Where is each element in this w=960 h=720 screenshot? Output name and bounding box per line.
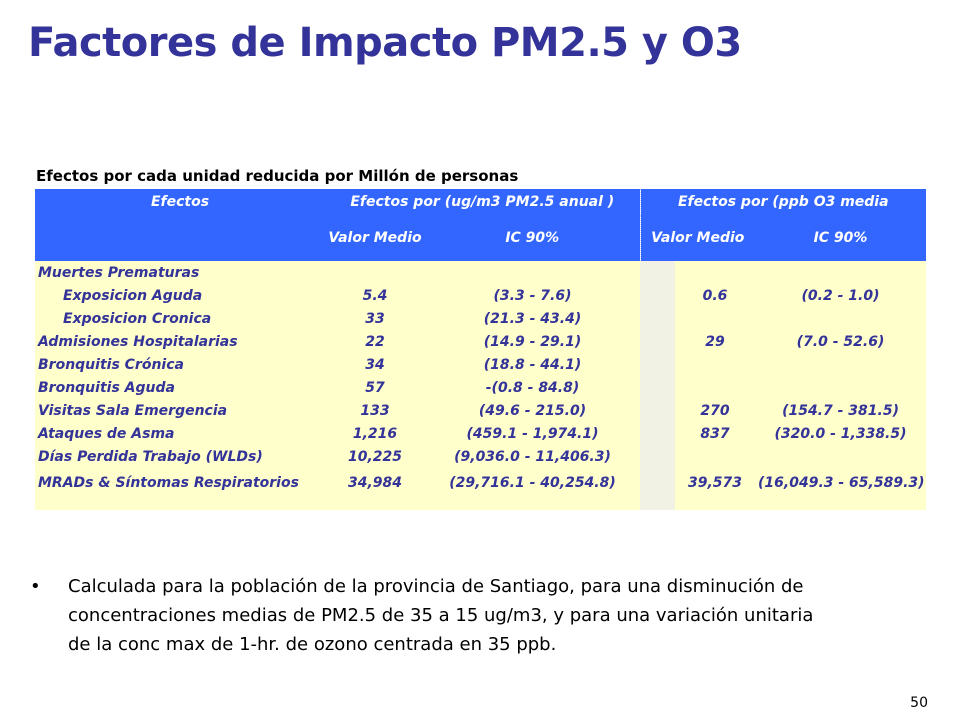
cell-pm-value: 10,225	[325, 445, 425, 468]
cell-padding	[675, 498, 756, 510]
header-ic90-o3: IC 90%	[755, 215, 927, 261]
cell-pm-value	[325, 261, 425, 284]
cell-o3-value	[675, 307, 756, 330]
cell-padding	[755, 498, 927, 510]
cell-gap	[640, 376, 676, 399]
cell-pm-ic	[425, 261, 641, 284]
cell-o3-value: 837	[675, 422, 756, 445]
cell-o3-value: 270	[675, 399, 756, 422]
table-row: Muertes Prematuras	[35, 261, 927, 284]
header-ic90: IC 90%	[425, 215, 641, 261]
table-row: Ataques de Asma 1,216 (459.1 - 1,974.1) 837…	[35, 422, 927, 445]
cell-gap	[640, 353, 676, 376]
table-row: Visitas Sala Emergencia 133 (49.6 - 215.0)…	[35, 399, 927, 422]
cell-padding	[325, 498, 425, 510]
header-valor-medio-o3: Valor Medio	[639, 215, 756, 261]
table-row: Días Perdida Trabajo (WLDs) 10,225 (9,036.…	[35, 445, 927, 468]
cell-pm-ic: (29,716.1 - 40,254.8)	[425, 468, 641, 498]
cell-o3-ic	[755, 376, 927, 399]
cell-pm-ic: (9,036.0 - 11,406.3)	[425, 445, 641, 468]
cell-o3-value: 29	[675, 330, 756, 353]
bullet-icon: •	[30, 576, 41, 597]
cell-o3-value: 39,573	[675, 468, 756, 498]
cell-pm-ic: -(0.8 - 84.8)	[425, 376, 641, 399]
cell-effect: Días Perdida Trabajo (WLDs)	[35, 445, 325, 468]
cell-pm-ic: (3.3 - 7.6)	[425, 284, 641, 307]
table-row: Bronquitis Crónica 34 (18.8 - 44.1)	[35, 353, 927, 376]
table-header-row-sub: Valor Medio IC 90% Valor Medio IC 90%	[35, 215, 927, 261]
cell-effect: Ataques de Asma	[35, 422, 325, 445]
table-row: Exposicion Aguda 5.4 (3.3 - 7.6) 0.6 (0.2 - …	[35, 284, 927, 307]
cell-gap	[640, 445, 676, 468]
table-bottom-padding	[35, 498, 927, 510]
cell-pm-value: 22	[325, 330, 425, 353]
cell-effect: Bronquitis Crónica	[35, 353, 325, 376]
cell-pm-value: 5.4	[325, 284, 425, 307]
cell-pm-value: 33	[325, 307, 425, 330]
header-valor-medio: Valor Medio	[325, 215, 425, 261]
cell-gap	[640, 261, 676, 284]
cell-gap	[640, 468, 676, 498]
table-row: Exposicion Cronica 33 (21.3 - 43.4)	[35, 307, 927, 330]
effects-table: Efectos Efectos por (ug/m3 PM2.5 anual )…	[35, 189, 927, 510]
table-caption: Efectos por cada unidad reducida por Mil…	[36, 167, 519, 185]
cell-gap	[640, 330, 676, 353]
cell-effect: Admisiones Hospitalarias	[35, 330, 325, 353]
slide-title: Factores de Impacto PM2.5 y O3	[28, 20, 742, 66]
cell-gap	[640, 307, 676, 330]
header-efectos: Efectos	[35, 189, 325, 215]
bullet-list: • Calculada para la población de la prov…	[30, 572, 830, 659]
cell-o3-value	[675, 261, 756, 284]
cell-pm-value: 34,984	[325, 468, 425, 498]
cell-o3-ic	[755, 307, 927, 330]
cell-pm-ic: (21.3 - 43.4)	[425, 307, 641, 330]
cell-gap	[640, 422, 676, 445]
cell-pm-value: 34	[325, 353, 425, 376]
cell-o3-ic: (320.0 - 1,338.5)	[755, 422, 927, 445]
cell-padding	[425, 498, 641, 510]
table-row: Admisiones Hospitalarias 22 (14.9 - 29.1) 2…	[35, 330, 927, 353]
cell-pm-value: 57	[325, 376, 425, 399]
cell-gap	[640, 284, 676, 307]
page-number: 50	[910, 695, 928, 711]
header-blank	[35, 215, 325, 261]
cell-effect: MRADs & Síntomas Respiratorios	[35, 468, 325, 498]
cell-pm-ic: (459.1 - 1,974.1)	[425, 422, 641, 445]
table-row: Bronquitis Aguda 57 -(0.8 - 84.8)	[35, 376, 927, 399]
table-header-row-groups: Efectos Efectos por (ug/m3 PM2.5 anual )…	[35, 189, 927, 215]
cell-o3-ic: (154.7 - 381.5)	[755, 399, 927, 422]
cell-pm-value: 133	[325, 399, 425, 422]
header-o3-group: Efectos por (ppb O3 media	[639, 189, 927, 215]
cell-pm-value: 1,216	[325, 422, 425, 445]
cell-padding	[640, 498, 676, 510]
bullet-item: • Calculada para la población de la prov…	[30, 572, 830, 659]
cell-effect: Exposicion Aguda	[35, 284, 325, 307]
cell-gap	[640, 399, 676, 422]
cell-o3-ic: (16,049.3 - 65,589.3)	[755, 468, 927, 498]
cell-o3-ic	[755, 261, 927, 284]
cell-pm-ic: (14.9 - 29.1)	[425, 330, 641, 353]
cell-o3-value: 0.6	[675, 284, 756, 307]
cell-o3-value	[675, 376, 756, 399]
cell-o3-value	[675, 445, 756, 468]
cell-o3-ic	[755, 353, 927, 376]
cell-o3-ic: (7.0 - 52.6)	[755, 330, 927, 353]
cell-effect: Visitas Sala Emergencia	[35, 399, 325, 422]
bullet-text: Calculada para la población de la provin…	[68, 576, 814, 655]
cell-effect: Muertes Prematuras	[35, 261, 325, 284]
cell-effect: Bronquitis Aguda	[35, 376, 325, 399]
cell-effect: Exposicion Cronica	[35, 307, 325, 330]
header-pm25-group: Efectos por (ug/m3 PM2.5 anual )	[325, 189, 641, 215]
cell-o3-ic	[755, 445, 927, 468]
cell-padding	[35, 498, 325, 510]
cell-o3-ic: (0.2 - 1.0)	[755, 284, 927, 307]
cell-o3-value	[675, 353, 756, 376]
table-row: MRADs & Síntomas Respiratorios 34,984 (29,…	[35, 468, 927, 498]
cell-pm-ic: (18.8 - 44.1)	[425, 353, 641, 376]
cell-pm-ic: (49.6 - 215.0)	[425, 399, 641, 422]
